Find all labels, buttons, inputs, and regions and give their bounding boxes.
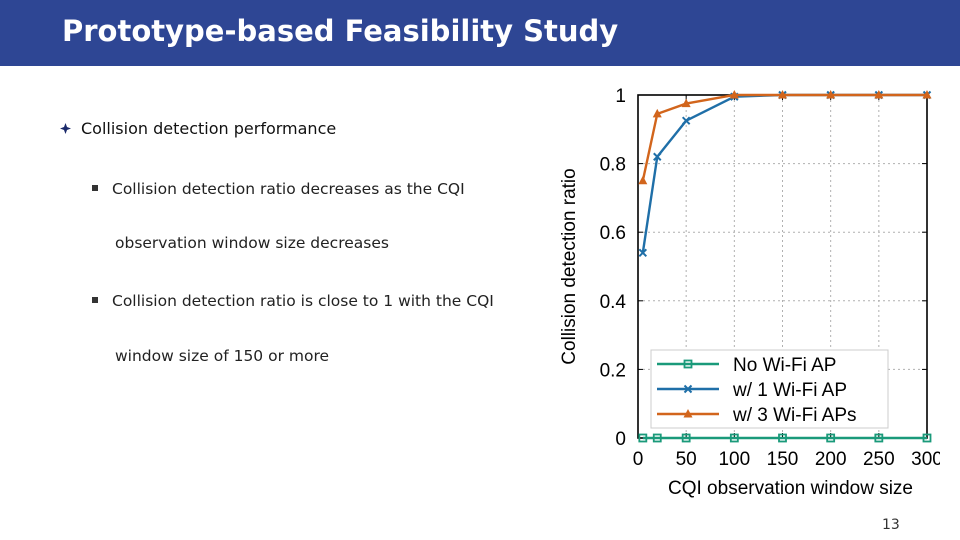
data-point-triangle xyxy=(826,90,836,99)
data-point-triangle xyxy=(874,90,884,99)
data-point-square xyxy=(652,433,662,443)
series-0 xyxy=(638,433,932,443)
data-point-triangle xyxy=(778,90,787,99)
data-point-x-stroke xyxy=(683,384,693,394)
legend-entry: w/ 3 Wi-Fi APs xyxy=(657,405,857,426)
data-point-x-stroke xyxy=(638,248,648,257)
data-point-square xyxy=(729,433,739,443)
x-tick-label: 250 xyxy=(863,449,895,470)
data-point-x-stroke xyxy=(681,116,691,125)
x-tick-label: 100 xyxy=(718,449,750,470)
slide-title: Prototype-based Feasibility Study xyxy=(62,14,619,48)
title-bar: Prototype-based Feasibility Study xyxy=(0,0,960,66)
square-bullet-icon xyxy=(92,184,98,191)
data-point-triangle xyxy=(652,108,662,118)
x-tick-label: 0 xyxy=(633,449,644,470)
x-tick-label: 50 xyxy=(676,449,697,470)
legend-label: w/ 1 Wi-Fi AP xyxy=(732,380,847,401)
y-tick-label: 1 xyxy=(615,86,626,107)
y-tick-label: 0.6 xyxy=(600,223,626,244)
series-line xyxy=(641,93,927,182)
data-point-x xyxy=(638,248,648,257)
data-point-square xyxy=(922,433,932,443)
data-point-triangle xyxy=(922,90,932,99)
y-tick-label: 0 xyxy=(615,429,626,450)
data-point-triangle xyxy=(729,90,739,99)
legend-label: w/ 3 Wi-Fi APs xyxy=(732,405,857,426)
collision-detection-chart: 0 0.2 0.4 0.6 0.8 1 0 50 100 150 200 250 300 No Wi-F… xyxy=(559,86,940,499)
data-point-square xyxy=(826,433,836,443)
y-tick-label: 0.2 xyxy=(600,360,626,381)
data-point-x-stroke xyxy=(653,152,662,161)
sub-bullet-2-line2: window size of 150 or more xyxy=(115,347,330,365)
x-tick-label: 200 xyxy=(815,449,847,470)
data-point-x xyxy=(653,152,662,161)
data-point-x xyxy=(681,116,691,125)
main-bullet: Collision detection performance xyxy=(60,119,336,138)
sub-bullet-2: Collision detection ratio is close to 1 … xyxy=(92,292,494,310)
sub-bullet-1-line1: Collision detection ratio decreases as t… xyxy=(112,180,465,198)
y-axis-label: Collision detection ratio xyxy=(559,168,580,364)
legend-label: No Wi-Fi AP xyxy=(733,355,836,376)
data-point-square xyxy=(778,433,787,443)
data-point-square xyxy=(874,433,884,443)
data-point-x xyxy=(683,384,693,394)
y-tick-label: 0.4 xyxy=(600,292,627,313)
page-number: 13 xyxy=(882,517,900,533)
main-bullet-text: Collision detection performance xyxy=(81,119,337,138)
diamond-bullet-icon xyxy=(60,123,71,134)
y-tick-label: 0.8 xyxy=(600,155,626,176)
data-point-triangle xyxy=(681,98,691,108)
sub-bullet-1: Collision detection ratio decreases as t… xyxy=(92,180,465,198)
legend-entry: w/ 1 Wi-Fi AP xyxy=(657,380,847,401)
data-point-triangle xyxy=(638,175,648,185)
data-point-square xyxy=(683,359,693,369)
x-tick-label: 300 xyxy=(911,449,940,470)
data-point-square xyxy=(681,433,691,443)
series-1 xyxy=(638,90,932,257)
x-tick-label: 150 xyxy=(767,449,799,470)
data-point-triangle xyxy=(683,409,693,418)
square-bullet-icon xyxy=(92,296,98,303)
series-2 xyxy=(638,90,932,185)
data-point-square xyxy=(638,433,648,443)
sub-bullet-1-line2: observation window size decreases xyxy=(115,234,389,252)
legend-entry: No Wi-Fi AP xyxy=(657,355,836,376)
x-axis-label: CQI observation window size xyxy=(668,478,913,499)
sub-bullet-2-line1: Collision detection ratio is close to 1 … xyxy=(112,292,494,310)
